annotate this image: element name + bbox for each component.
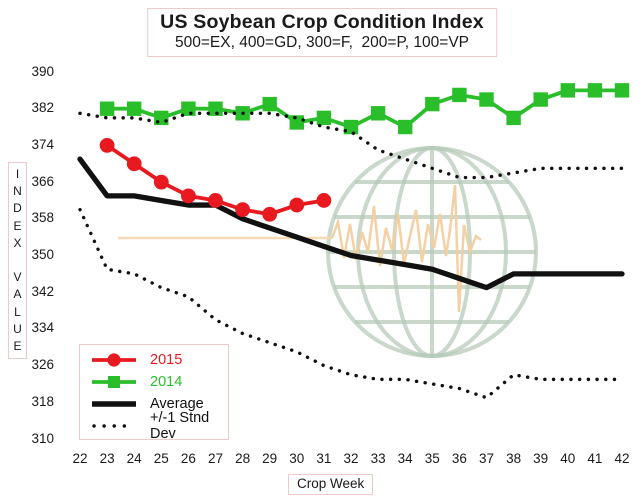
x-tick-label: 23: [99, 451, 115, 466]
marker-2014: [370, 106, 386, 121]
marker-2014: [343, 119, 359, 135]
x-tick-label: 41: [587, 451, 603, 466]
legend: 2015 2014 Average +/-1 Stnd Dev: [79, 344, 229, 442]
x-tick-label: 24: [126, 451, 142, 466]
chart-title: US Soybean Crop Condition Index: [160, 11, 484, 33]
x-tick-label: 33: [370, 451, 386, 466]
legend-label: 2014: [150, 374, 183, 390]
y-tick-label: 318: [31, 393, 54, 409]
x-tick-label: 38: [506, 451, 522, 466]
marker-2015: [126, 156, 142, 172]
marker-2014: [262, 96, 277, 112]
x-tick-label: 29: [262, 451, 278, 466]
marker-2015: [99, 138, 115, 153]
y-tick-label: 374: [31, 136, 54, 152]
y-tick-label: 310: [31, 430, 54, 446]
x-axis-title: Crop Week: [288, 474, 374, 495]
x-tick-label: 39: [533, 451, 549, 466]
marker-2015: [289, 197, 305, 213]
y-tick-label: 350: [31, 247, 54, 262]
marker-2014: [614, 83, 630, 98]
x-tick-label: 34: [397, 451, 413, 466]
x-tick-label: 35: [424, 451, 440, 466]
y-tick-label: 342: [31, 283, 54, 299]
legend-label: 2015: [150, 352, 183, 368]
marker-2014: [127, 101, 142, 116]
marker-2014: [587, 83, 603, 98]
series-Average: [77, 156, 625, 291]
legend-item-2015: 2015: [88, 349, 228, 371]
marker-2015: [181, 188, 196, 204]
legend-item-average: Average: [88, 393, 228, 415]
x-tick-label: 26: [180, 451, 196, 466]
marker-2014: [316, 110, 332, 126]
x-tick-label: 30: [289, 451, 305, 466]
legend-label: +/-1 Stnd Dev: [150, 410, 210, 442]
legend-item-stnd-dev: +/-1 Stnd Dev: [88, 410, 228, 442]
y-tick-label: 382: [31, 100, 54, 116]
marker-2014: [398, 119, 413, 135]
x-tick-label: 36: [451, 451, 467, 466]
y-tick-label: 390: [31, 63, 54, 79]
marker-2015: [235, 202, 251, 218]
marker-2014: [99, 101, 115, 116]
x-tick-label: 25: [153, 451, 169, 466]
legend-item-2014: 2014: [88, 371, 228, 393]
marker-2014: [181, 101, 196, 116]
x-tick-label: 32: [343, 451, 359, 466]
marker-2014: [154, 110, 169, 126]
marker-2014: [506, 110, 521, 126]
y-tick-label: 326: [31, 357, 54, 373]
thick-line-icon: [92, 401, 136, 407]
marker-2015: [262, 206, 278, 222]
x-tick-label: 42: [614, 451, 630, 466]
chart-title-box: US Soybean Crop Condition Index 500=EX, …: [147, 8, 497, 57]
marker-2014: [208, 101, 223, 116]
y-axis-title: I N D E X V A L U E: [8, 162, 27, 360]
marker-2014: [425, 96, 440, 112]
x-tick-label: 37: [478, 451, 495, 466]
y-tick-label: 358: [31, 210, 54, 226]
legend-label: Average: [150, 396, 204, 412]
chart-subtitle: 500=EX, 400=GD, 300=F, 200=P, 100=VP: [174, 34, 470, 51]
marker-2014: [533, 92, 548, 107]
x-tick-label: 31: [316, 451, 332, 466]
y-tick-label: 366: [31, 173, 54, 189]
marker-2015: [208, 193, 223, 208]
x-tick-label: 28: [235, 451, 251, 466]
red-line-circle-icon: [92, 353, 136, 367]
marker-2015: [316, 193, 332, 208]
marker-2014: [479, 92, 494, 107]
marker-2014: [452, 87, 467, 103]
x-tick-label: 40: [560, 451, 576, 466]
marker-2015: [153, 174, 169, 190]
green-line-square-icon: [92, 376, 136, 388]
dotted-line-icon: [92, 424, 130, 428]
marker-2014: [560, 83, 575, 98]
marker-2014: [289, 115, 304, 130]
x-tick-label: 27: [207, 451, 224, 466]
y-tick-label: 334: [31, 320, 54, 336]
x-tick-label: 22: [72, 451, 88, 466]
